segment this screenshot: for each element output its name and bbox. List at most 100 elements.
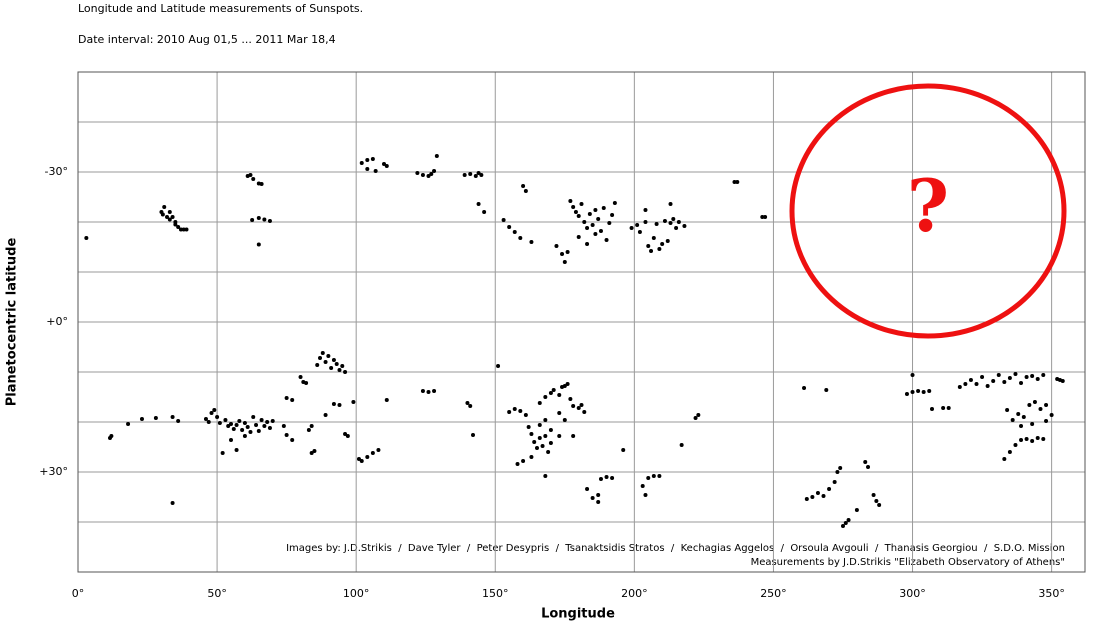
sunspot-point	[1019, 381, 1024, 385]
sunspot-point	[473, 174, 478, 178]
sunspot-point	[668, 221, 673, 225]
y-tick-label: +30°	[39, 465, 68, 478]
sunspot-point	[420, 389, 425, 393]
sunspot-point	[309, 451, 314, 455]
sunspot-point	[256, 216, 261, 220]
sunspot-point	[543, 418, 548, 422]
sunspot-point	[596, 493, 601, 497]
sunspot-point	[963, 382, 968, 386]
sunspot-point	[598, 477, 603, 481]
sunspot-point	[815, 491, 820, 495]
sunspot-point	[370, 157, 375, 161]
sunspot-point	[1035, 436, 1040, 440]
sunspot-point	[846, 518, 851, 522]
sunspot-point	[476, 202, 481, 206]
sunspot-point	[465, 401, 470, 405]
sunspot-point	[515, 462, 520, 466]
sunspot-point	[1044, 419, 1049, 423]
sunspot-point	[226, 424, 231, 428]
sunspot-point	[657, 474, 662, 478]
sunspot-point	[284, 396, 289, 400]
sunspot-point	[554, 244, 559, 248]
sunspot-point	[1032, 400, 1037, 404]
sunspot-point	[209, 411, 214, 415]
sunspot-point	[479, 173, 484, 177]
sunspot-point	[529, 240, 534, 244]
sunspot-point	[356, 457, 361, 461]
sunspot-point	[543, 474, 548, 478]
sunspot-point	[546, 450, 551, 454]
sunspot-point	[557, 411, 562, 415]
sunspot-point	[640, 484, 645, 488]
annotation-circle	[789, 83, 1067, 339]
sunspot-point	[562, 384, 567, 388]
sunspot-point	[621, 448, 626, 452]
sunspot-point	[181, 227, 186, 232]
sunspot-point	[610, 476, 615, 480]
sunspot-point	[512, 230, 517, 234]
x-tick-label: 150°	[482, 587, 509, 600]
sunspot-point	[579, 403, 584, 407]
sunspot-point	[596, 217, 601, 221]
sunspot-point	[384, 398, 389, 402]
sunspot-point	[250, 218, 255, 222]
sunspot-point	[304, 381, 309, 385]
sunspot-point	[1016, 412, 1021, 416]
sunspot-point	[365, 455, 370, 459]
sunspot-point	[657, 247, 662, 251]
sunspot-point	[548, 441, 553, 445]
sunspot-point	[674, 226, 679, 230]
sunspot-point	[429, 172, 434, 176]
sunspot-point	[930, 407, 935, 411]
sunspot-point	[326, 354, 331, 358]
sunspot-point	[312, 449, 317, 453]
sunspot-point	[827, 487, 832, 491]
sunspot-point	[228, 438, 233, 442]
sunspot-point	[165, 215, 170, 219]
sunspot-point	[562, 418, 567, 422]
sunspot-point	[256, 242, 261, 247]
sunspot-point	[521, 459, 526, 463]
sunspot-point	[507, 410, 512, 414]
sunspot-point	[176, 225, 181, 229]
sunspot-point	[871, 493, 876, 497]
sunspot-point	[518, 409, 523, 413]
sunspot-point	[343, 370, 348, 374]
sunspot-point	[579, 202, 584, 206]
sunspot-point	[732, 180, 737, 184]
y-tick-label: -30°	[45, 165, 68, 178]
x-tick-label: 50°	[207, 587, 227, 600]
sunspot-point	[160, 212, 165, 217]
sunspot-point	[568, 397, 573, 401]
sunspot-point	[329, 366, 334, 370]
sunspot-point	[537, 423, 542, 427]
sunspot-point	[1041, 373, 1046, 377]
sunspot-point	[1013, 372, 1018, 376]
sunspot-point	[206, 420, 211, 424]
sunspot-point	[910, 373, 915, 377]
sunspot-point	[359, 161, 364, 165]
sunspot-point	[318, 356, 323, 360]
sunspot-point	[267, 219, 272, 223]
sunspot-point	[968, 378, 973, 382]
sunspot-point	[84, 236, 89, 240]
sunspot-point	[523, 189, 528, 193]
sunspot-point	[468, 172, 473, 176]
sunspot-point	[671, 217, 676, 221]
sunspot-point	[840, 524, 845, 528]
sunspot-point	[231, 427, 236, 431]
x-tick-label: 200°	[621, 587, 648, 600]
sunspot-point	[320, 351, 325, 355]
sunspot-point	[573, 210, 578, 214]
sunspot-point	[306, 428, 311, 432]
sunspot-point	[1060, 379, 1065, 383]
sunspot-point	[568, 199, 573, 203]
credits: Measurements by J.D.Strikis "Elizabeth O…	[751, 557, 1065, 568]
sunspot-point	[610, 213, 615, 217]
sunspot-point	[290, 438, 295, 442]
sunspot-point	[996, 373, 1001, 377]
sunspot-point	[565, 250, 570, 254]
sunspot-point	[331, 358, 336, 362]
x-tick-label: 350°	[1038, 587, 1065, 600]
sunspot-point	[810, 495, 815, 499]
